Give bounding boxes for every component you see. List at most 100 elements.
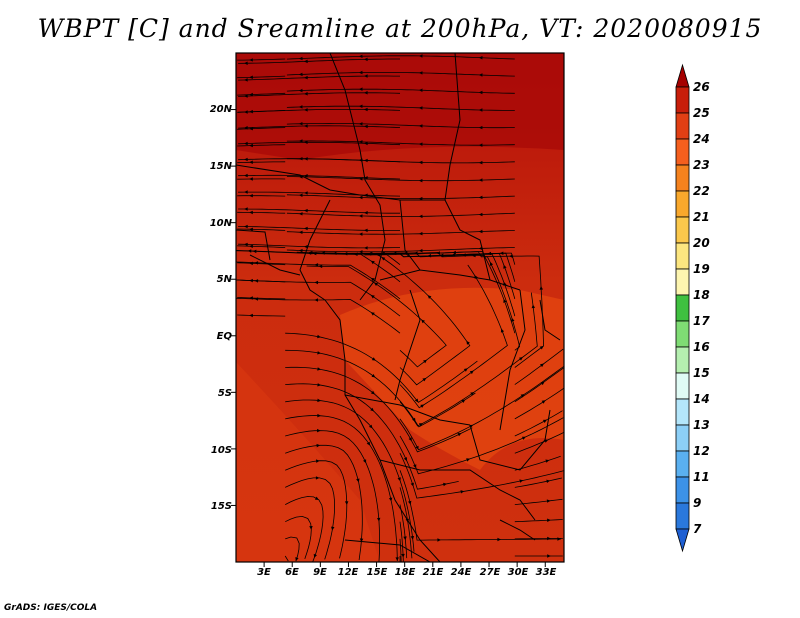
streamline-arrow (503, 299, 507, 303)
streamline-arrow (415, 445, 419, 450)
streamline (286, 72, 515, 77)
streamline-arrow (298, 139, 303, 143)
colorbar-bottom-arrow (675, 528, 690, 553)
streamline (514, 348, 564, 385)
streamline-arrow (358, 177, 363, 181)
streamline-arrow (331, 526, 335, 531)
streamline-arrow (364, 141, 368, 146)
streamline-arrow (418, 124, 423, 128)
colorbar-segment (675, 502, 690, 530)
streamline-arrow (244, 61, 248, 65)
streamline-arrow (370, 312, 375, 316)
streamline-arrow (247, 249, 252, 253)
streamline-arrow (316, 459, 320, 463)
colorbar-segment (675, 294, 690, 322)
streamline (514, 410, 563, 437)
colorbar-segment (675, 372, 690, 400)
streamline (285, 496, 324, 562)
streamline-arrow (364, 57, 368, 62)
lon-label: 12E (337, 567, 359, 578)
streamline-arrow (312, 251, 317, 256)
streamline-arrow (547, 536, 551, 541)
colorbar-segment (675, 164, 690, 192)
streamline (286, 194, 515, 199)
streamline-arrow (343, 252, 348, 256)
streamline-arrow (317, 428, 321, 433)
streamline-arrow (249, 278, 253, 283)
streamline-arrow (368, 251, 373, 256)
streamline-arrow (317, 367, 322, 371)
streamline (286, 105, 515, 111)
streamline-arrow (478, 125, 483, 130)
streamline (370, 253, 471, 386)
streamline-arrow (478, 73, 483, 77)
streamline-arrow (304, 208, 308, 213)
streamline-arrow (249, 160, 253, 164)
streamline-arrow (443, 482, 447, 487)
streamline-arrow (401, 553, 405, 558)
streamline (238, 226, 400, 231)
streamline-arrow (381, 257, 386, 261)
streamline-arrow (249, 92, 253, 97)
streamline-arrow (358, 54, 363, 58)
colorbar-segment (675, 268, 690, 296)
colorbar-segment (675, 346, 690, 374)
streamline-arrow (366, 441, 371, 446)
streamline-arrow (452, 250, 456, 255)
streamline-arrow (309, 526, 313, 530)
streamline-arrow (499, 251, 504, 255)
streamline (236, 297, 401, 334)
streamline-arrow (249, 244, 253, 248)
colorbar-label: 9 (693, 496, 702, 510)
lon-label: 24E (450, 567, 472, 578)
streamline-arrow (418, 160, 423, 165)
streamline-arrow (418, 71, 423, 75)
streamline-arrow (298, 88, 303, 93)
streamline-arrow (403, 536, 407, 541)
streamline-arrow (364, 158, 368, 163)
streamline-arrow (418, 248, 423, 253)
lon-label: 6E (285, 567, 299, 578)
wbpt-max-band (236, 53, 564, 160)
colorbar-segment (675, 138, 690, 166)
streamline (237, 211, 286, 214)
streamline-arrow (298, 157, 303, 161)
streamline-arrow (547, 554, 551, 558)
streamline-arrow (451, 253, 455, 257)
streamline-arrow (317, 398, 322, 403)
streamline (285, 332, 478, 403)
streamline-arrow (371, 357, 376, 361)
streamline-arrow (408, 437, 412, 442)
streamline-arrow (244, 207, 248, 211)
colorbar-segment (675, 112, 690, 140)
colorbar-segment (675, 320, 690, 348)
lat-label: 10S (210, 445, 232, 456)
streamline (237, 144, 286, 147)
streamline-arrow (244, 94, 248, 98)
streamline-arrow (364, 228, 368, 233)
streamline-arrow (478, 178, 483, 182)
streamline (237, 228, 286, 231)
streamline-arrow (460, 490, 465, 494)
streamline-arrow (298, 105, 303, 109)
axis-ticks (231, 109, 546, 567)
streamline-arrow (318, 264, 323, 269)
streamline-arrow (478, 108, 483, 112)
streamline-arrow (418, 178, 423, 183)
streamline-arrow (546, 499, 551, 503)
streamline-arrow (422, 377, 427, 382)
streamline-arrow (370, 407, 374, 412)
streamline-arrow (364, 211, 368, 215)
streamline-arrow (427, 254, 432, 258)
lon-label: 27E (479, 567, 501, 578)
colorbar-label: 11 (693, 470, 710, 484)
streamline-arrow (541, 400, 546, 404)
colorbar-label: 24 (693, 132, 710, 146)
streamline-arrow (545, 459, 550, 463)
streamline-arrow (249, 227, 253, 232)
wbpt-orange-region (340, 287, 564, 470)
streamline-arrow (304, 108, 308, 112)
streamline (238, 125, 401, 129)
streamline-arrow (295, 557, 299, 562)
